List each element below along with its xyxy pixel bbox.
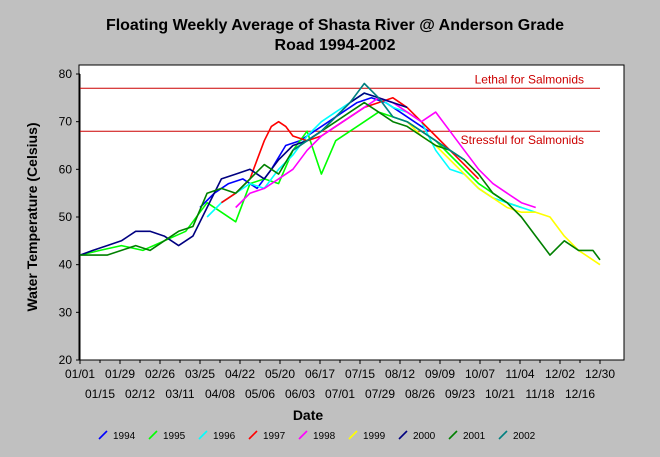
plot-area [78,64,625,361]
legend-swatch [348,430,358,440]
legend-label: 1998 [313,431,336,442]
y-tick-label: 50 [59,210,73,224]
x-tick-label: 04/08 [205,387,235,401]
y-tick-label: 20 [59,353,73,367]
y-axis-title: Water Temperature (Celsius) [24,122,40,311]
x-tick-label: 04/22 [225,367,255,381]
x-tick-label: 10/07 [465,367,495,381]
x-tick-label: 11/04 [505,367,534,381]
legend-swatch [248,430,258,440]
x-tick-label: 12/02 [545,367,575,381]
legend-swatch [98,430,108,440]
x-tick-label: 07/01 [325,387,355,401]
x-axis-ticks: 01/01 01/29 02/26 03/25 04/22 05/20 06/17 07/15… [65,360,615,401]
legend-swatch [448,430,458,440]
series-line-2001 [80,101,601,261]
legend-swatch [398,430,408,440]
series-line-2002 [292,82,465,161]
legend-swatch [498,430,508,440]
legend: 1994 1995 1996 1997 1998 1999 2000 2001 2002 [98,430,536,442]
y-axis-ticks: 20 30 40 50 60 70 80 [59,67,80,367]
legend-label: 1995 [163,431,186,442]
x-tick-label: 08/12 [385,367,415,381]
x-tick-label: 01/29 [105,367,135,381]
x-tick-label: 12/30 [585,367,615,381]
x-axis-title: Date [293,407,324,423]
chart-title-line-1: Floating Weekly Average of Shasta River … [106,17,564,34]
x-tick-label: 01/01 [65,367,95,381]
legend-swatch [148,430,158,440]
x-tick-label: 09/23 [445,387,475,401]
y-tick-label: 60 [59,162,73,176]
x-tick-label: 09/09 [425,367,455,381]
x-tick-label: 03/11 [165,387,194,401]
x-tick-label: 12/16 [565,387,595,401]
legend-label: 2002 [513,431,536,442]
legend-label: 1994 [113,431,136,442]
legend-label: 2000 [413,431,436,442]
x-tick-label: 08/26 [405,387,435,401]
x-tick-label: 01/15 [85,387,115,401]
x-tick-label: 02/26 [145,367,175,381]
x-tick-label: 05/06 [245,387,275,401]
y-tick-label: 80 [59,67,73,81]
chart-title-line-2: Road 1994-2002 [275,37,396,54]
x-tick-label: 07/15 [345,367,375,381]
y-tick-label: 40 [59,258,73,272]
x-tick-label: 07/29 [365,387,395,401]
series-lines [79,82,601,266]
x-tick-label: 03/25 [185,367,215,381]
x-tick-label: 05/20 [265,367,295,381]
x-tick-label: 06/17 [305,367,335,381]
legend-label: 1999 [363,431,386,442]
x-tick-label: 10/21 [485,387,515,401]
legend-label: 1997 [263,431,286,442]
legend-label: 1996 [213,431,236,442]
x-tick-label: 02/12 [125,387,155,401]
legend-label: 2001 [463,431,486,442]
x-tick-label: 06/03 [285,387,315,401]
legend-swatch [198,430,208,440]
reference-lines: Lethal for Salmonids Stressful for Salmon… [80,72,600,147]
y-tick-label: 70 [59,115,73,129]
x-tick-label: 11/18 [525,387,554,401]
series-line-1999 [406,121,601,266]
y-tick-label: 30 [59,305,73,319]
series-line-2000 [79,92,408,256]
reference-line-label: Stressful for Salmonids [461,133,584,147]
series-line-1995 [79,111,522,256]
reference-line-label: Lethal for Salmonids [475,72,584,86]
legend-swatch [298,430,308,440]
